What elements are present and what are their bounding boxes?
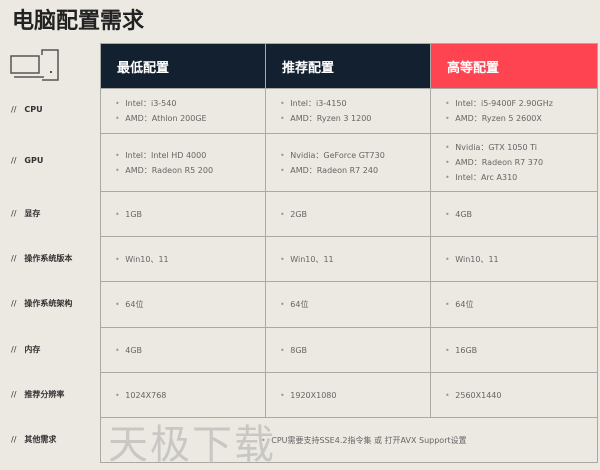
row-label: // 推荐分辨率 (11, 389, 64, 400)
computer-icon (10, 49, 59, 81)
cell-item: Intel：Arc A310 (445, 170, 597, 185)
cell: 1024X768 (100, 372, 266, 418)
cell-item: AMD：Ryzen 3 1200 (280, 111, 430, 126)
cell-item: 16GB (445, 343, 597, 358)
cell: Nvidia：GeForce GT730AMD：Radeon R7 240 (265, 133, 431, 192)
table-row: 1GB 2GB 4GB (100, 191, 598, 237)
header-recommended: 推荐配置 (265, 43, 431, 89)
row-label: // 操作系统架构 (11, 298, 72, 309)
cell: 2560X1440 (430, 372, 598, 418)
cell: Win10、11 (100, 236, 266, 282)
page-title: 电脑配置需求 (12, 9, 145, 34)
row-label-text: 操作系统架构 (24, 299, 73, 308)
cell-item: 1GB (115, 207, 265, 222)
cell-item: Intel：Intel HD 4000 (115, 148, 265, 163)
row-label-text: 其他需求 (24, 434, 57, 444)
cell: Nvidia：GTX 1050 TiAMD：Radeon R7 370Intel… (430, 133, 598, 192)
cell-item: Win10、11 (445, 252, 597, 267)
row-label-text: GPU (24, 156, 44, 165)
row-label: // 内存 (11, 344, 40, 355)
watermark: 天极下载 (108, 422, 276, 468)
cell-item: AMD：Radeon R7 370 (445, 155, 597, 170)
row-label: // 操作系统版本 (11, 253, 72, 264)
row-label-text: 显存 (24, 208, 41, 218)
cell: Win10、11 (265, 236, 431, 282)
cell-item: 8GB (280, 343, 430, 358)
table-row: 4GB 8GB 16GB (100, 327, 598, 373)
cell-item: AMD：Radeon R5 200 (115, 163, 265, 178)
row-label-text: 推荐分辨率 (24, 389, 65, 399)
cell: 4GB (430, 191, 598, 237)
table-row: 64位 64位 64位 (100, 281, 598, 328)
cell: 64位 (430, 281, 598, 328)
cell: Intel：i3-540AMD：Athlon 200GE (100, 88, 266, 134)
slash-prefix: // (11, 434, 17, 444)
cell: Intel：i5-9400F 2.90GHzAMD：Ryzen 5 2600X (430, 88, 598, 134)
cell: 64位 (100, 281, 266, 328)
slash-prefix: // (11, 389, 17, 399)
cell: 1920X1080 (265, 372, 431, 418)
cell: Intel：i3-4150AMD：Ryzen 3 1200 (265, 88, 431, 134)
cell-item: 4GB (115, 343, 265, 358)
row-label-text: CPU (24, 104, 43, 114)
table-row: Intel：i3-540AMD：Athlon 200GEIntel：i3-415… (100, 88, 598, 134)
cell-item: Win10、11 (115, 252, 265, 267)
cell-item: 4GB (445, 207, 597, 222)
row-label-text: 内存 (24, 344, 41, 354)
cell-item: Intel：i3-540 (115, 96, 265, 111)
header-high: 高等配置 (430, 43, 598, 89)
cell: Win10、11 (430, 236, 598, 282)
table-row: Intel：Intel HD 4000AMD：Radeon R5 200Nvid… (100, 133, 598, 192)
slash-prefix: // (11, 299, 17, 308)
cell: 8GB (265, 327, 431, 373)
cell: Intel：Intel HD 4000AMD：Radeon R5 200 (100, 133, 266, 192)
table-row: Win10、11 Win10、11 Win10、11 (100, 236, 598, 282)
cell: CPU需要支持SSE4.2指令集 或 打开AVX Support设置 (100, 417, 598, 463)
slash-prefix: // (11, 104, 17, 114)
slash-prefix: // (11, 344, 17, 354)
slash-prefix: // (11, 208, 17, 218)
cell-item: 64位 (115, 297, 265, 312)
cell-item: AMD：Radeon R7 240 (280, 163, 430, 178)
table-row: 1024X768 1920X1080 2560X1440 (100, 372, 598, 418)
cell: 64位 (265, 281, 431, 328)
row-label-text: 操作系统版本 (24, 253, 73, 263)
cell-item: 2GB (280, 207, 430, 222)
cell-item: Intel：i3-4150 (280, 96, 430, 111)
slash-prefix: // (11, 253, 17, 263)
cell: 4GB (100, 327, 266, 373)
cell-item: Nvidia：GeForce GT730 (280, 148, 430, 163)
row-label: // 其他需求 (11, 434, 56, 445)
header-minimum: 最低配置 (100, 43, 266, 89)
cell-item: AMD：Athlon 200GE (115, 111, 265, 126)
slash-prefix: // (11, 156, 17, 165)
cell-item: 2560X1440 (445, 388, 597, 403)
row-label: // GPU (11, 156, 43, 165)
cell: 2GB (265, 191, 431, 237)
cell-item: AMD：Ryzen 5 2600X (445, 111, 597, 126)
row-label: // CPU (11, 105, 43, 114)
cell: 16GB (430, 327, 598, 373)
cell-item: 1024X768 (115, 388, 265, 403)
row-label: // 显存 (11, 208, 40, 219)
cell-item: 1920X1080 (280, 388, 430, 403)
cell-item: Win10、11 (280, 252, 430, 267)
cell-item: Nvidia：GTX 1050 Ti (445, 140, 597, 155)
cell-item: Intel：i5-9400F 2.90GHz (445, 96, 597, 111)
cell-item: CPU需要支持SSE4.2指令集 或 打开AVX Support设置 (261, 433, 597, 448)
cell: 1GB (100, 191, 266, 237)
cell-item: 64位 (280, 297, 430, 312)
config-table: 最低配置 推荐配置 高等配置 Intel：i3-540AMD：Athlon 20… (100, 43, 598, 463)
cell-item: 64位 (445, 297, 597, 312)
table-row: CPU需要支持SSE4.2指令集 或 打开AVX Support设置 (100, 417, 598, 463)
